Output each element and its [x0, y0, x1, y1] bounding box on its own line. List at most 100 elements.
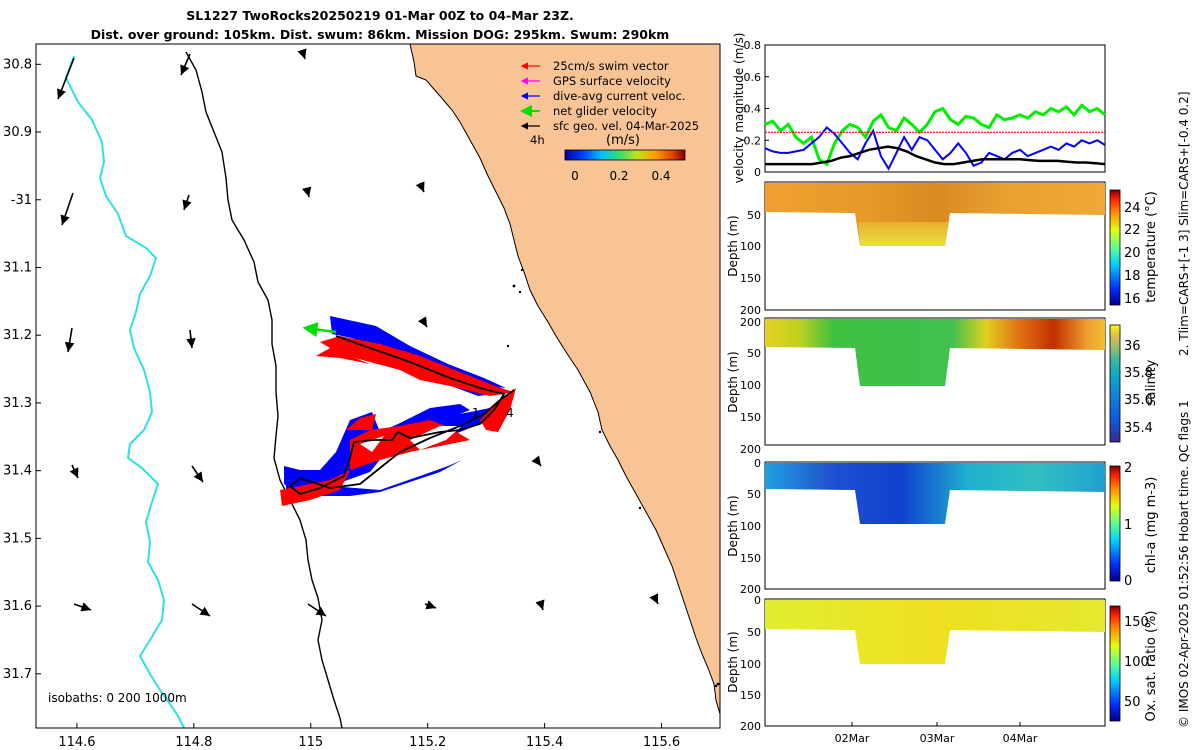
glider-track: [288, 335, 515, 495]
map-xtick-label: 114.8: [175, 735, 212, 750]
net-glider-velocity-arrow: [302, 322, 337, 338]
temp-ytick-100: 100: [740, 240, 761, 253]
chl-ytick-150: 150: [740, 552, 761, 565]
ox-cbar-150: 150: [1124, 615, 1149, 630]
map-x-ticks: 114.6 114.8 115 115.2 115.4 115.6: [58, 723, 680, 750]
ox-cbar-label: Ox. sat. ratio (%): [1144, 611, 1159, 722]
sal-ylabel: Depth (m): [726, 351, 740, 412]
velocity-ytick-label: 0: [754, 166, 761, 179]
sal-ytick-0: 200: [740, 316, 761, 329]
velocity-ytick-label: 0.2: [744, 134, 762, 147]
map-ytick-label: 31.6: [3, 599, 32, 614]
velocity-panel: 0 0.2 0.4 0.6 0.8 velocity magnitude (m/s): [732, 33, 1106, 183]
ox-ylabel: Depth (m): [726, 631, 740, 692]
map-ytick-label: 31.7: [3, 667, 32, 682]
temperature-colorbar: [1109, 189, 1121, 306]
oxygen-section: [765, 600, 1105, 664]
ox-cbar-50: 50: [1124, 695, 1141, 710]
map-ytick-label: 30.8: [3, 57, 32, 72]
map-ytick-label: 30.9: [3, 125, 32, 140]
sal-cbar-35.8: 35.8: [1124, 366, 1153, 381]
figure-title-line2: Dist. over ground: 105km. Dist. swum: 86…: [90, 27, 670, 42]
temp-ylabel: Depth (m): [726, 215, 740, 276]
chl-cbar-2: 2: [1124, 461, 1132, 476]
map-ytick-label: 31.4: [3, 464, 32, 479]
date-tick-02mar: 02Mar: [835, 732, 870, 745]
track-label-end: 4: [506, 406, 514, 420]
credit-line-1: © IMOS 02-Apr-2025 01:52:56 Hobart time.…: [1177, 400, 1191, 728]
ox-cbar-100: 100: [1124, 655, 1149, 670]
velocity-line-dive-avg-current: [764, 126, 1106, 171]
map-ytick-label: 31.2: [3, 328, 32, 343]
chla-panel: [764, 461, 1121, 590]
map-ytick-label: 31.1: [3, 260, 32, 275]
temp-cbar-label: temperature (°C): [1144, 191, 1159, 303]
depth-axis-labels: Depth (m) Depth (m) Depth (m) Depth (m): [726, 215, 740, 692]
sal-ytick-50: 50: [747, 347, 761, 360]
chla-section: [765, 463, 1105, 524]
chl-ytick-50: 50: [747, 488, 761, 501]
map-xtick-label: 114.6: [58, 735, 95, 750]
ox-ytick-50: 50: [747, 626, 761, 639]
legend-gps-label: GPS surface velocity: [553, 74, 671, 88]
ox-ytick-150: 150: [740, 689, 761, 702]
temperature-panel: [764, 181, 1121, 311]
map-y-ticks: 30.8 30.9 -31 31.1 31.2 31.3 31.4 31.5 31.6 31.7: [3, 57, 41, 682]
sal-ytick-200: 200: [740, 443, 761, 456]
temp-cbar-24: 24: [1124, 201, 1141, 216]
ox-ytick-200: 200: [740, 720, 761, 733]
map-ytick-label: 31.3: [3, 396, 32, 411]
temperature-section: [765, 183, 1105, 246]
colorbar-tick-1: 0.2: [609, 169, 628, 183]
temp-cbar-18: 18: [1124, 269, 1141, 284]
date-tick-marks: [851, 722, 1021, 726]
chl-ytick-200: 200: [740, 583, 761, 596]
chl-cbar-0: 0: [1124, 574, 1132, 589]
map-xtick-label: 115.2: [409, 735, 446, 750]
velocity-ytick-label: 0.6: [744, 71, 762, 84]
land-area: [409, 44, 720, 715]
sal-cbar-36: 36: [1124, 339, 1141, 354]
sal-cbar-35.4: 35.4: [1124, 421, 1153, 436]
chla-colorbar: [1109, 465, 1121, 582]
legend-swim-label: 25cm/s swim vector: [553, 59, 669, 73]
legend-sfc-label: sfc geo. vel. 04-Mar-2025: [553, 119, 699, 133]
legend-current-label: dive-avg current veloc.: [553, 89, 686, 103]
islands: [506, 268, 720, 688]
oxygen-panel: [764, 598, 1121, 727]
legend-glider-label: net glider velocity: [553, 104, 657, 118]
map-xtick-label: 115.6: [643, 735, 680, 750]
map-legend: 25cm/s swim vector GPS surface velocity …: [520, 59, 699, 183]
map-xtick-label: 115: [298, 735, 323, 750]
isobath-200m: [185, 51, 343, 728]
sal-cbar-35.6: 35.6: [1124, 393, 1153, 408]
map-ytick-label: 31.5: [3, 531, 32, 546]
velocity-line-sfc-geo-vel-: [765, 145, 1106, 166]
temp-cbar-20: 20: [1124, 246, 1141, 261]
chl-cbar-label: chl-a (mg m-3): [1144, 477, 1159, 574]
colorbar-title: (m/s): [606, 133, 640, 148]
colorbar-labels: temperature (°C) salinity chl-a (mg m-3)…: [1144, 191, 1159, 721]
temp-ytick-50: 50: [747, 209, 761, 222]
date-tick-03mar: 03Mar: [920, 732, 955, 745]
salinity-section: [765, 319, 1105, 386]
date-tick-labels: 02Mar 03Mar 04Mar: [835, 732, 1038, 745]
sal-ytick-100: 100: [740, 379, 761, 392]
colorbar-tick-2: 0.4: [651, 169, 670, 183]
map-axes-frame: [35, 43, 721, 729]
ox-ytick-100: 100: [740, 658, 761, 671]
sal-cbar-label: salinity: [1144, 359, 1159, 406]
salinity-colorbar: [1109, 324, 1121, 443]
isobaths-label: isobaths: 0 200 1000m: [48, 691, 187, 705]
isobath-1000m: [64, 55, 185, 728]
temp-cbar-16: 16: [1124, 292, 1141, 307]
temp-ytick-150: 150: [740, 272, 761, 285]
colorbar: [564, 149, 686, 161]
chl-ytick-100: 100: [740, 520, 761, 533]
depth-tick-labels: 50 100 150 200 200 50 100 150 200 0 50 1…: [740, 209, 761, 733]
ox-ytick-0: 0: [754, 594, 761, 607]
velocity-lines: [764, 103, 1106, 171]
velocity-ytick-label: 0.4: [744, 103, 762, 116]
temperature-deep-fill: [858, 222, 948, 246]
